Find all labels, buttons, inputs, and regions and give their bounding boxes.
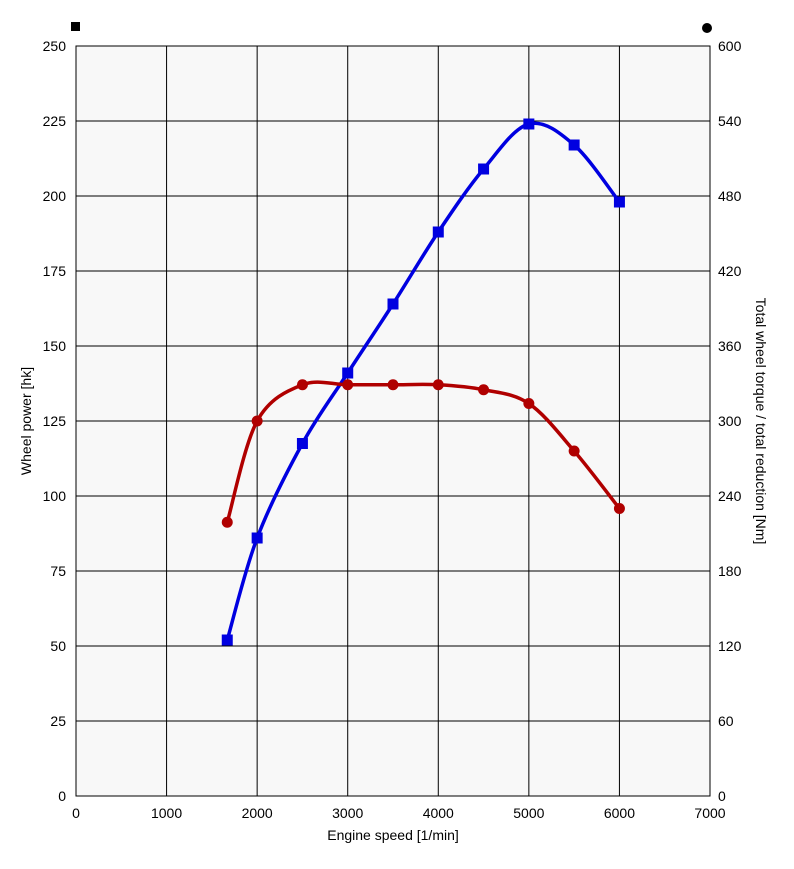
right-y-tick-label: 360: [718, 338, 742, 354]
data-point-circle: [221, 516, 233, 528]
right-y-tick-label: 120: [718, 638, 742, 654]
right-axis-circle-marker-icon: [702, 23, 712, 33]
plot-frame: [75, 45, 711, 797]
data-point-circle: [432, 379, 444, 391]
left-y-tick-label: 150: [43, 338, 67, 354]
data-point-square: [523, 118, 535, 130]
x-tick-label: 6000: [604, 805, 635, 821]
right-y-tick-label: 300: [718, 413, 742, 429]
right-y-axis-label: Total wheel torque / total reduction [Nm…: [753, 298, 769, 545]
x-tick-label: 1000: [151, 805, 182, 821]
data-point-circle: [613, 503, 625, 514]
left-axis-square-marker-icon: [71, 22, 80, 31]
right-y-tick-label: 480: [718, 188, 742, 204]
x-tick-label: 5000: [513, 805, 544, 821]
data-point-square: [296, 438, 308, 449]
right-y-tick-label: 600: [718, 38, 742, 54]
right-y-tick-label: 540: [718, 113, 742, 129]
data-point-circle: [387, 379, 399, 391]
data-point-circle: [251, 415, 263, 427]
right-y-tick-label: 240: [718, 488, 742, 504]
right-y-tick-label: 180: [718, 563, 742, 579]
left-y-tick-label: 200: [43, 188, 67, 204]
right-y-tick-label: 60: [718, 713, 734, 729]
series-layer: [221, 118, 625, 646]
x-tick-label: 7000: [694, 805, 725, 821]
left-y-tick-label: 100: [43, 488, 67, 504]
x-tick-label: 2000: [242, 805, 273, 821]
data-point-square: [342, 367, 354, 379]
left-y-tick-label: 175: [43, 263, 67, 279]
data-point-square: [613, 196, 625, 208]
data-point-circle: [342, 379, 354, 391]
data-point-circle: [478, 384, 490, 396]
data-point-square: [478, 163, 490, 175]
data-point-square: [387, 298, 399, 310]
series-power: [221, 118, 625, 646]
x-tick-label: 4000: [423, 805, 454, 821]
data-point-circle: [523, 398, 535, 409]
series-line: [225, 121, 622, 642]
data-point-circle: [568, 445, 580, 457]
x-tick-label: 0: [72, 805, 80, 821]
left-y-axis-ticks: 0 25 50 75 100 125 150 175 200 225 250: [43, 38, 67, 804]
left-y-tick-label: 50: [50, 638, 66, 654]
left-y-tick-label: 125: [43, 413, 67, 429]
data-point-square: [568, 139, 580, 151]
left-y-tick-label: 250: [43, 38, 67, 54]
x-axis-label: Engine speed [1/min]: [327, 827, 459, 843]
series-torque: [221, 379, 625, 528]
left-y-tick-label: 25: [50, 713, 66, 729]
left-y-tick-label: 75: [50, 563, 66, 579]
left-y-tick-label: 225: [43, 113, 67, 129]
data-point-square: [251, 532, 263, 544]
data-point-square: [221, 634, 233, 646]
right-y-axis-ticks: 0 60 120 180 240 300 360 420 480 540 600: [718, 38, 742, 804]
data-point-square: [432, 226, 444, 238]
x-axis-ticks: 0 1000 2000 3000 4000 5000 6000 7000: [72, 805, 726, 821]
data-point-circle: [296, 379, 308, 391]
series-line: [225, 380, 622, 524]
right-y-tick-label: 0: [718, 788, 726, 804]
left-y-tick-label: 0: [58, 788, 66, 804]
left-y-axis-label: Wheel power [hk]: [18, 367, 34, 475]
right-y-tick-label: 420: [718, 263, 742, 279]
x-tick-label: 3000: [332, 805, 363, 821]
